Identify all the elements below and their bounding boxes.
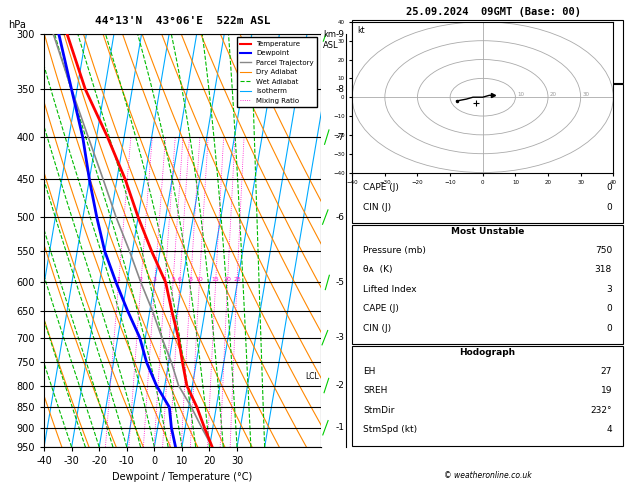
Text: 44°13'N  43°06'E  522m ASL: 44°13'N 43°06'E 522m ASL <box>94 16 270 26</box>
Text: 5: 5 <box>171 278 175 282</box>
Text: 0: 0 <box>606 304 612 313</box>
Text: CAPE (J): CAPE (J) <box>363 304 399 313</box>
Text: PW (cm): PW (cm) <box>363 62 401 71</box>
Text: hPa: hPa <box>8 20 26 30</box>
Text: θᴀ  (K): θᴀ (K) <box>363 265 392 275</box>
Text: 25.09.2024  09GMT (Base: 00): 25.09.2024 09GMT (Base: 00) <box>406 7 581 17</box>
Text: -1: -1 <box>336 423 345 432</box>
Text: Totals Totals: Totals Totals <box>363 43 417 52</box>
Text: Pressure (mb): Pressure (mb) <box>363 246 426 255</box>
Bar <box>352 346 623 446</box>
Text: -2: -2 <box>336 381 345 390</box>
Text: 4: 4 <box>606 425 612 434</box>
Text: kt: kt <box>357 26 365 35</box>
Text: 318: 318 <box>595 265 612 275</box>
Bar <box>352 225 623 344</box>
Text: 3: 3 <box>606 285 612 294</box>
Text: Dewp (°C): Dewp (°C) <box>363 125 409 134</box>
Text: 21: 21 <box>601 105 612 115</box>
Text: 0: 0 <box>606 183 612 192</box>
Text: 25: 25 <box>233 278 241 282</box>
Text: 20: 20 <box>550 92 557 97</box>
Text: K: K <box>363 23 369 33</box>
Text: 44: 44 <box>601 43 612 52</box>
Bar <box>352 20 623 83</box>
Text: -9: -9 <box>336 30 345 38</box>
Text: 1: 1 <box>117 278 121 282</box>
Text: 20: 20 <box>224 278 231 282</box>
Text: Temp (°C): Temp (°C) <box>363 105 408 115</box>
Text: 8: 8 <box>189 278 192 282</box>
Text: CAPE (J): CAPE (J) <box>363 183 399 192</box>
Bar <box>352 84 623 223</box>
Text: 7.7: 7.7 <box>598 125 612 134</box>
Text: θᴀ(K): θᴀ(K) <box>363 144 387 154</box>
Text: 27: 27 <box>601 367 612 376</box>
Text: 232°: 232° <box>591 406 612 415</box>
Text: StmSpd (kt): StmSpd (kt) <box>363 425 417 434</box>
Text: 3: 3 <box>606 164 612 173</box>
Text: SREH: SREH <box>363 386 387 396</box>
Text: 3: 3 <box>153 278 157 282</box>
Text: Lifted Index: Lifted Index <box>363 164 416 173</box>
Text: 19: 19 <box>601 386 612 396</box>
Text: 750: 750 <box>595 246 612 255</box>
Text: 10: 10 <box>196 278 203 282</box>
Text: Surface: Surface <box>468 87 507 96</box>
Text: 318: 318 <box>595 144 612 154</box>
Text: LCL: LCL <box>306 372 320 381</box>
Text: 0: 0 <box>606 324 612 333</box>
Text: Lifted Index: Lifted Index <box>363 285 416 294</box>
Text: 4: 4 <box>163 278 167 282</box>
Text: -6: -6 <box>336 212 345 222</box>
Text: Hodograph: Hodograph <box>459 348 516 358</box>
Text: 0: 0 <box>606 203 612 212</box>
Text: 24: 24 <box>601 23 612 33</box>
Text: 2.47: 2.47 <box>592 62 612 71</box>
Text: CIN (J): CIN (J) <box>363 324 391 333</box>
Text: Most Unstable: Most Unstable <box>451 227 524 237</box>
Legend: Temperature, Dewpoint, Parcel Trajectory, Dry Adiabat, Wet Adiabat, Isotherm, Mi: Temperature, Dewpoint, Parcel Trajectory… <box>237 37 317 107</box>
Text: CIN (J): CIN (J) <box>363 203 391 212</box>
Text: -7: -7 <box>336 133 345 141</box>
Text: EH: EH <box>363 367 376 376</box>
Text: km
ASL: km ASL <box>323 31 339 50</box>
Text: 30: 30 <box>582 92 589 97</box>
Text: 6: 6 <box>178 278 182 282</box>
Text: © weatheronline.co.uk: © weatheronline.co.uk <box>443 471 532 480</box>
Text: -8: -8 <box>336 85 345 94</box>
Text: 15: 15 <box>212 278 220 282</box>
Text: 10: 10 <box>517 92 524 97</box>
X-axis label: Dewpoint / Temperature (°C): Dewpoint / Temperature (°C) <box>113 472 252 482</box>
Text: -3: -3 <box>336 333 345 342</box>
Text: StmDir: StmDir <box>363 406 394 415</box>
Text: 2: 2 <box>139 278 143 282</box>
Text: -5: -5 <box>336 278 345 287</box>
